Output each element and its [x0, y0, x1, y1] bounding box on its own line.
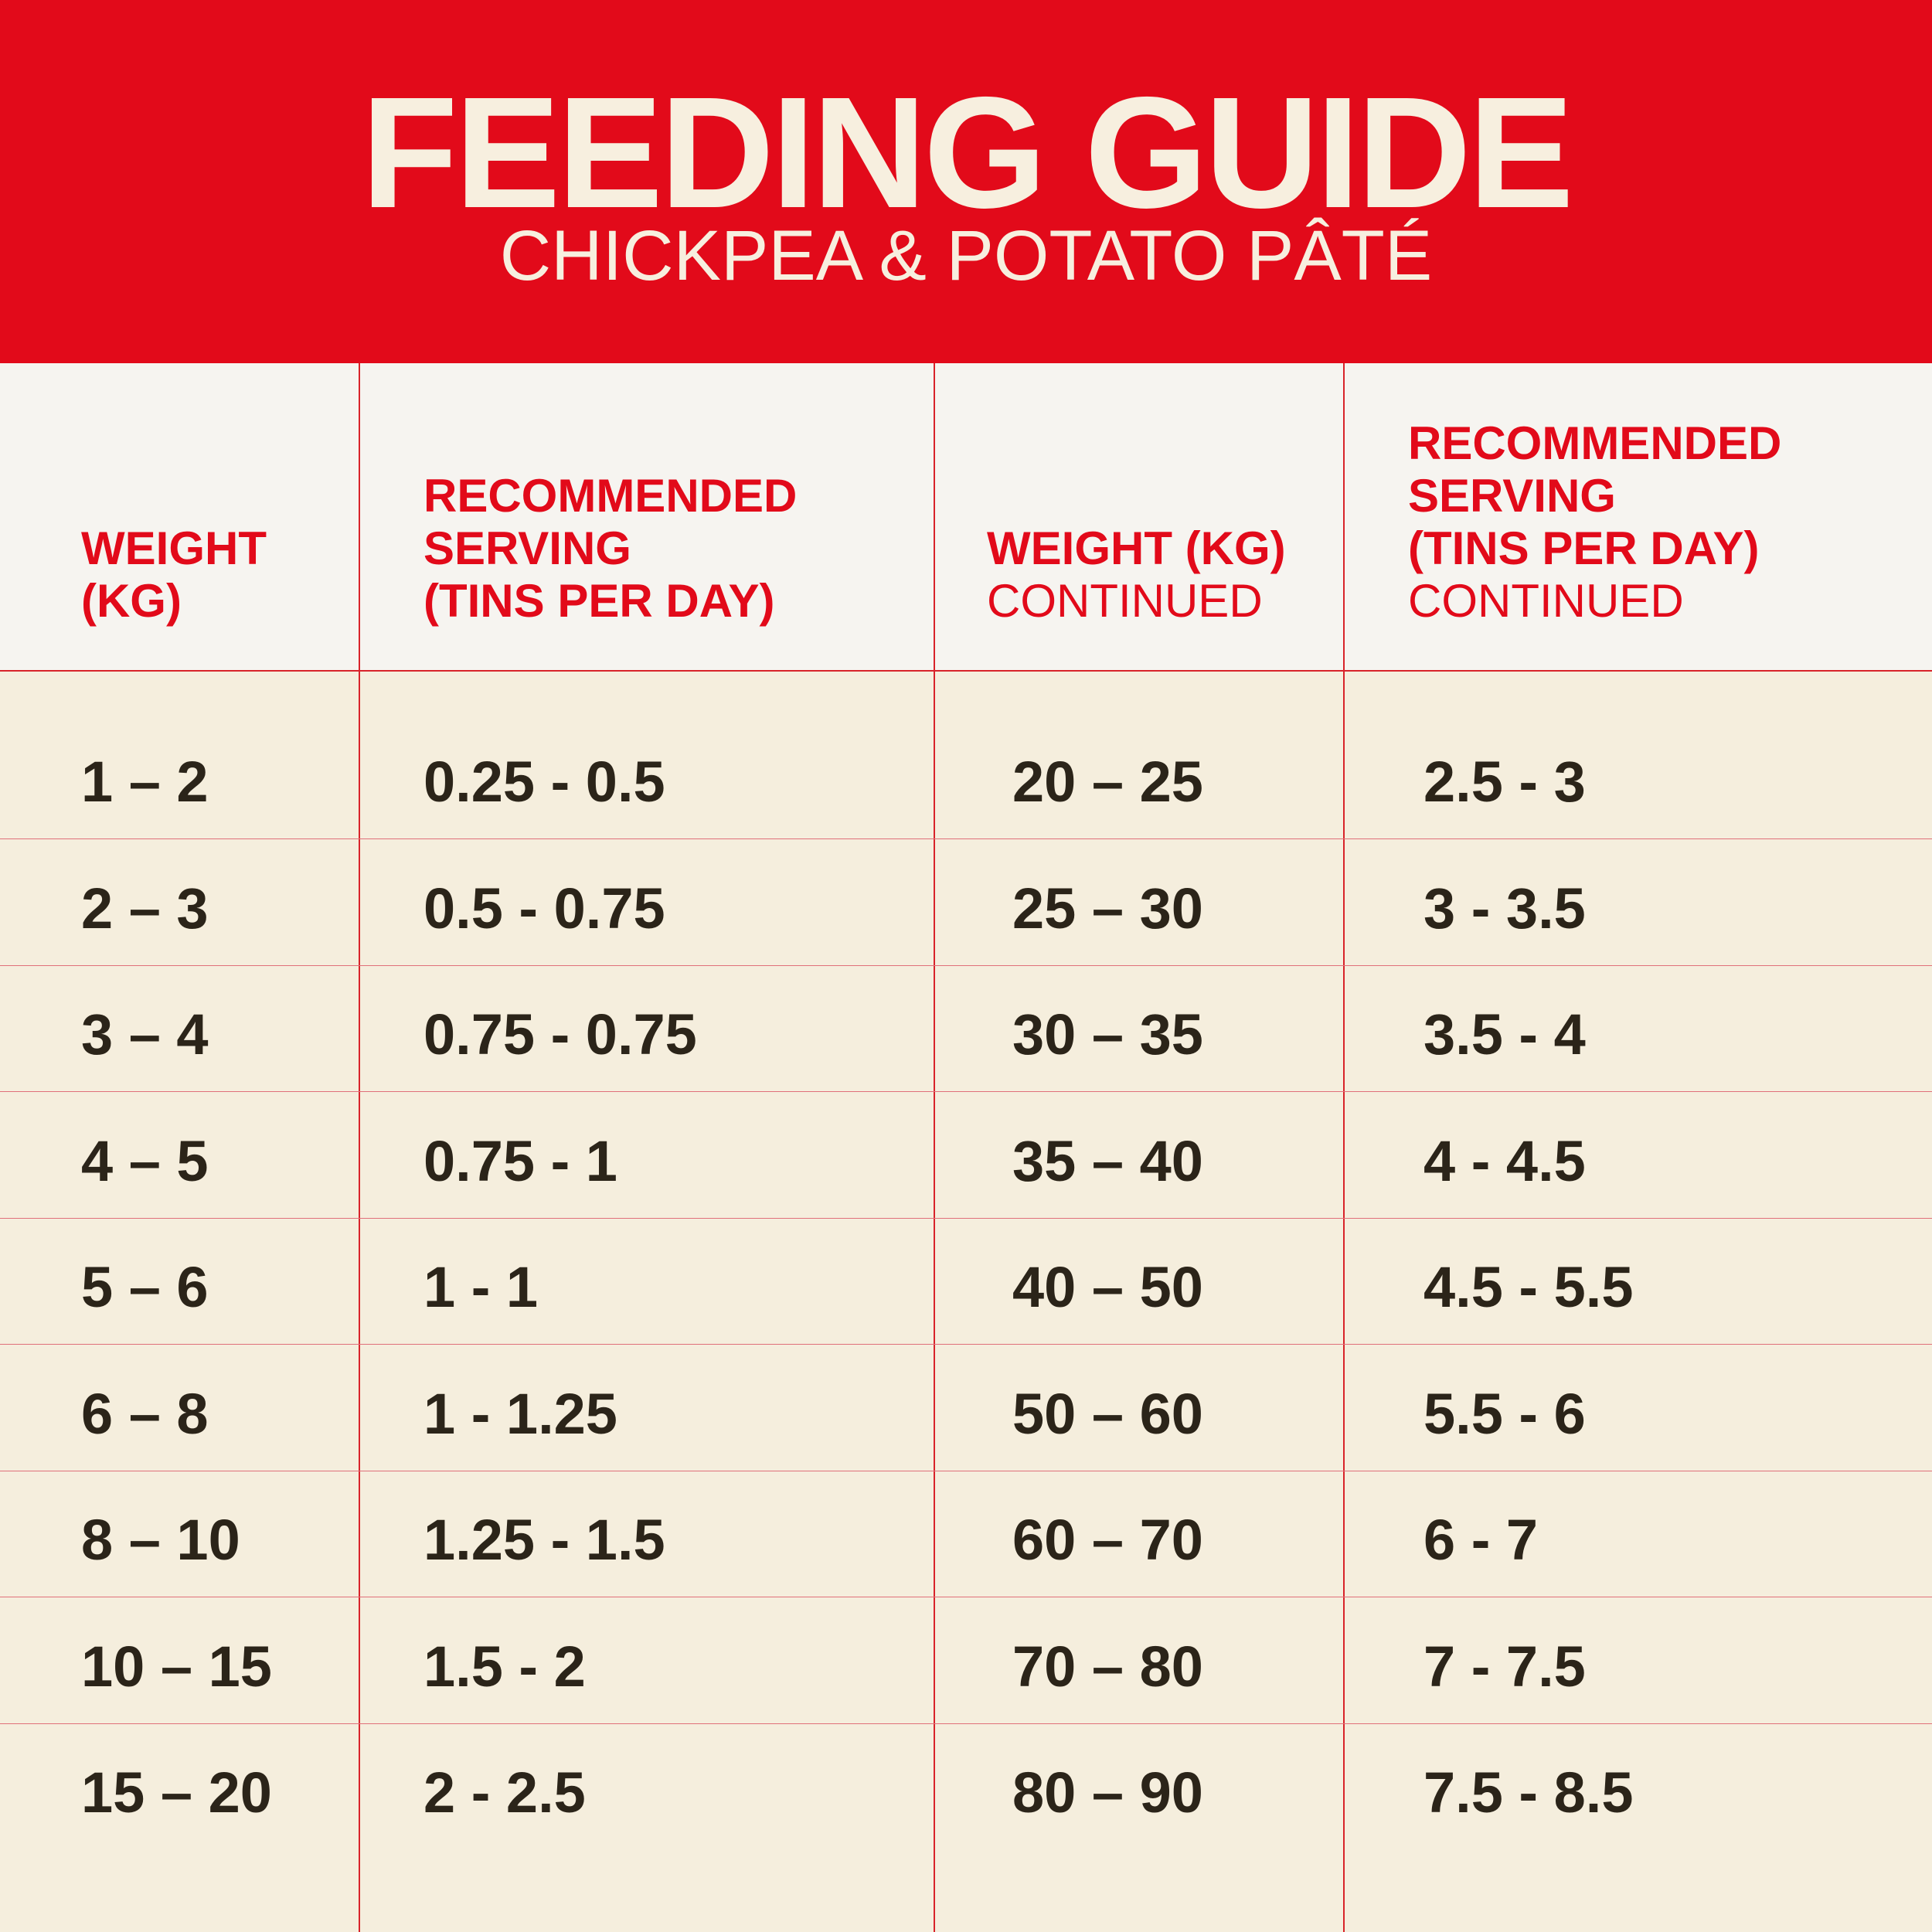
header-text-line: WEIGHT (KG) [987, 522, 1286, 574]
header-continued-label: CONTINUED [1408, 575, 1684, 627]
table-cell: 0.75 - 1 [423, 1128, 617, 1193]
table-cell: 6 – 8 [81, 1381, 209, 1446]
header-serving: RECOMMENDED SERVING (TINS PER DAY) [423, 470, 797, 628]
table-header-row [0, 363, 1932, 672]
page-title: FEEDING GUIDE [361, 64, 1573, 241]
table-cell: 7.5 - 8.5 [1423, 1760, 1634, 1825]
header-text-line: RECOMMENDED [423, 470, 798, 522]
table-cell: 0.75 - 0.75 [423, 1002, 697, 1066]
table-cell: 4 - 4.5 [1423, 1128, 1586, 1193]
column-divider [934, 363, 935, 1932]
row-divider [0, 1723, 1932, 1724]
row-divider [0, 1344, 1932, 1345]
table-cell: 3 – 4 [81, 1002, 209, 1066]
table-cell: 3.5 - 4 [1423, 1002, 1586, 1066]
table-cell: 1.5 - 2 [423, 1634, 586, 1699]
table-cell: 4.5 - 5.5 [1423, 1255, 1634, 1319]
table-cell: 2 – 3 [81, 876, 209, 940]
page-subtitle: CHICKPEA & POTATO PÂTÉ [499, 216, 1433, 295]
table-cell: 10 – 15 [81, 1634, 272, 1699]
header-text-line: SERVING [423, 522, 631, 574]
table-cell: 1.25 - 1.5 [423, 1508, 665, 1572]
table-cell: 1 - 1.25 [423, 1381, 617, 1446]
header-text-line: RECOMMENDED [1408, 417, 1782, 469]
table-cell: 5.5 - 6 [1423, 1381, 1586, 1446]
header-text-line: SERVING [1408, 470, 1616, 522]
table-cell: 20 – 25 [1012, 750, 1203, 814]
table-cell: 1 – 2 [81, 750, 209, 814]
table-cell: 25 – 30 [1012, 876, 1203, 940]
table-cell: 4 – 5 [81, 1128, 209, 1193]
title-banner: FEEDING GUIDE CHICKPEA & POTATO PÂTÉ [0, 0, 1932, 363]
header-text-line: (TINS PER DAY) [423, 575, 775, 627]
row-divider [0, 1091, 1932, 1092]
table-cell: 80 – 90 [1012, 1760, 1203, 1825]
table-cell: 6 - 7 [1423, 1508, 1539, 1572]
table-cell: 7 - 7.5 [1423, 1634, 1586, 1699]
header-continued-label: CONTINUED [987, 575, 1263, 627]
table-cell: 8 – 10 [81, 1508, 240, 1572]
header-text-line: WEIGHT [81, 522, 267, 574]
table-cell: 1 - 1 [423, 1255, 539, 1319]
table-cell: 0.25 - 0.5 [423, 750, 665, 814]
table-cell: 30 – 35 [1012, 1002, 1203, 1066]
header-weight: WEIGHT (KG) [81, 522, 267, 628]
table-cell: 0.5 - 0.75 [423, 876, 665, 940]
table-cell: 60 – 70 [1012, 1508, 1203, 1572]
table-cell: 40 – 50 [1012, 1255, 1203, 1319]
table-cell: 2 - 2.5 [423, 1760, 586, 1825]
header-text-line: (TINS PER DAY) [1408, 522, 1760, 574]
table-cell: 35 – 40 [1012, 1128, 1203, 1193]
header-weight-continued: WEIGHT (KG) CONTINUED [987, 522, 1286, 628]
row-divider [0, 1217, 1932, 1219]
column-divider [1343, 363, 1345, 1932]
table-cell: 70 – 80 [1012, 1634, 1203, 1699]
header-serving-continued: RECOMMENDED SERVING (TINS PER DAY) CONTI… [1408, 417, 1781, 628]
header-text-line: (KG) [81, 575, 182, 627]
table-cell: 5 – 6 [81, 1255, 209, 1319]
row-divider [0, 964, 1932, 966]
table-cell: 3 - 3.5 [1423, 876, 1586, 940]
table-cell: 15 – 20 [81, 1760, 272, 1825]
table-cell: 2.5 - 3 [1423, 750, 1586, 814]
row-divider [0, 838, 1932, 839]
column-divider [359, 363, 360, 1932]
table-cell: 50 – 60 [1012, 1381, 1203, 1446]
